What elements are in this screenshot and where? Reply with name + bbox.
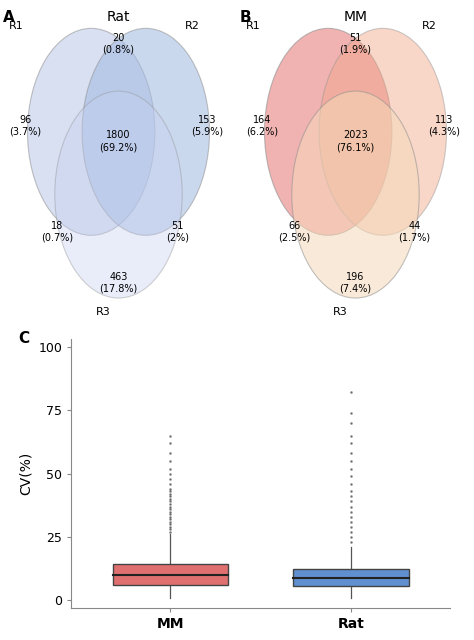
Text: 18
(0.7%): 18 (0.7%) <box>41 221 73 243</box>
Ellipse shape <box>319 28 447 236</box>
Text: A: A <box>2 10 14 24</box>
Ellipse shape <box>55 91 182 298</box>
Text: 20
(0.8%): 20 (0.8%) <box>102 33 135 55</box>
Text: 44
(1.7%): 44 (1.7%) <box>399 221 431 243</box>
Text: 1800
(69.2%): 1800 (69.2%) <box>100 131 137 152</box>
Text: R1: R1 <box>9 22 24 31</box>
Text: R2: R2 <box>184 22 200 31</box>
Text: R2: R2 <box>421 22 437 31</box>
Ellipse shape <box>27 28 155 236</box>
Text: 96
(3.7%): 96 (3.7%) <box>9 115 41 136</box>
Bar <box>293 569 409 586</box>
Text: 463
(17.8%): 463 (17.8%) <box>100 271 137 293</box>
Text: 51
(1.9%): 51 (1.9%) <box>339 33 372 55</box>
Text: R1: R1 <box>246 22 261 31</box>
Ellipse shape <box>264 28 392 236</box>
Y-axis label: CV(%): CV(%) <box>18 452 33 495</box>
Text: Rat: Rat <box>107 10 130 24</box>
Text: 153
(5.9%): 153 (5.9%) <box>191 115 223 136</box>
Text: B: B <box>239 10 251 24</box>
Text: 51
(2%): 51 (2%) <box>166 221 189 243</box>
Text: 113
(4.3%): 113 (4.3%) <box>428 115 460 136</box>
Text: R3: R3 <box>333 307 347 317</box>
Text: 164
(6.2%): 164 (6.2%) <box>246 115 278 136</box>
Bar <box>113 564 228 585</box>
Text: 2023
(76.1%): 2023 (76.1%) <box>337 131 374 152</box>
Text: MM: MM <box>344 10 367 24</box>
Text: 66
(2.5%): 66 (2.5%) <box>278 221 310 243</box>
Text: 196
(7.4%): 196 (7.4%) <box>339 271 372 293</box>
Ellipse shape <box>82 28 210 236</box>
Text: R3: R3 <box>96 307 110 317</box>
Text: C: C <box>18 331 29 346</box>
Ellipse shape <box>292 91 419 298</box>
